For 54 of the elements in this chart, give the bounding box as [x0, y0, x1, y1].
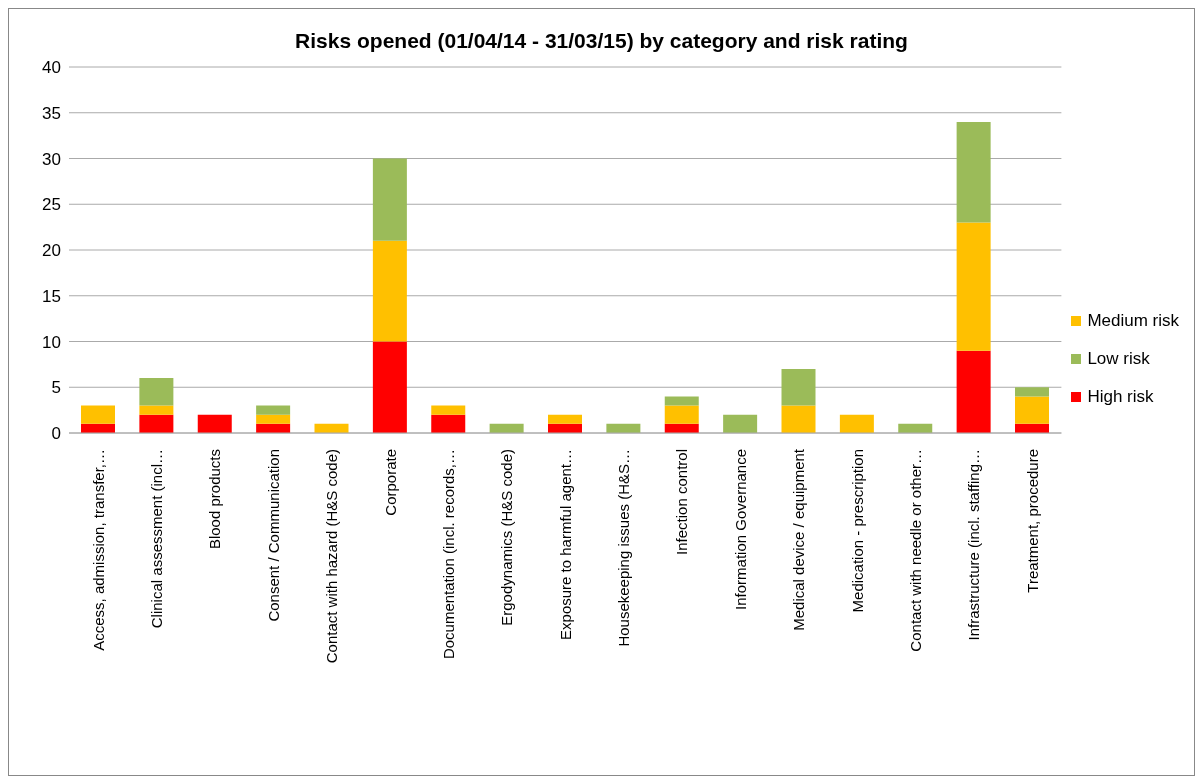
bar: [664, 396, 699, 406]
legend-label: Low risk: [1086, 349, 1151, 369]
bar: [664, 405, 699, 424]
x-tick-label: Contact with needle or other…: [906, 449, 924, 652]
bar: [256, 414, 291, 424]
x-tick-label: Ergodynamics (H&S code): [498, 449, 516, 626]
bar: [81, 405, 115, 424]
y-tick-label: 25: [42, 195, 61, 215]
legend-label: High risk: [1086, 387, 1155, 407]
bar: [781, 368, 816, 406]
y-tick-label: 40: [42, 58, 61, 78]
x-tick-label: Blood products: [206, 449, 224, 550]
bar: [197, 414, 232, 433]
bar: [372, 158, 407, 241]
bar: [956, 121, 991, 223]
x-tick-label: Access, admission, transfer,…: [89, 449, 107, 651]
y-tick-label: 0: [51, 424, 61, 444]
x-tick-label: Exposure to harmful agent…: [556, 449, 574, 640]
y-tick-label: 30: [42, 149, 61, 169]
x-tick-label: Contact with hazard (H&S code): [323, 449, 341, 664]
bar: [548, 414, 582, 424]
bar: [139, 405, 174, 415]
bar: [372, 341, 407, 433]
y-tick-label: 5: [51, 378, 61, 398]
x-tick-label: Housekeeping issues (H&S…: [615, 449, 633, 647]
bar: [723, 414, 758, 433]
x-tick-label: Infrastructure (incl. staffing…: [965, 449, 983, 641]
x-tick-label: Corporate: [381, 449, 399, 516]
bar: [431, 414, 466, 433]
bar: [956, 350, 991, 433]
x-tick-label: Documentation (incl. records,…: [439, 449, 457, 660]
y-tick-label: 35: [42, 103, 61, 123]
bar: [372, 240, 407, 342]
bar: [139, 378, 174, 406]
x-tick-label: Infection control: [673, 449, 691, 555]
bar: [839, 414, 874, 433]
y-tick-label: 10: [42, 332, 61, 352]
bar: [1015, 387, 1049, 397]
x-tick-label: Information Governance: [731, 449, 749, 610]
y-tick-label: 20: [42, 241, 61, 261]
x-tick-label: Consent / Communication: [264, 449, 282, 622]
x-tick-label: Medication - prescription: [848, 449, 866, 613]
legend-label: Medium risk: [1086, 311, 1179, 331]
bar: [1015, 396, 1049, 424]
y-tick-label: 15: [42, 286, 61, 306]
x-tick-label: Clinical assessment (incl…: [148, 449, 166, 629]
bar: [256, 405, 291, 415]
bar: [956, 222, 991, 351]
x-tick-label: Treatment, procedure: [1023, 449, 1041, 593]
chart-title: Risks opened (01/04/14 - 31/03/15) by category and risk rating: [294, 29, 909, 53]
bar: [781, 405, 816, 433]
bar: [139, 414, 174, 433]
x-tick-label: Medical device / equipment: [790, 448, 808, 631]
bar: [431, 405, 466, 415]
